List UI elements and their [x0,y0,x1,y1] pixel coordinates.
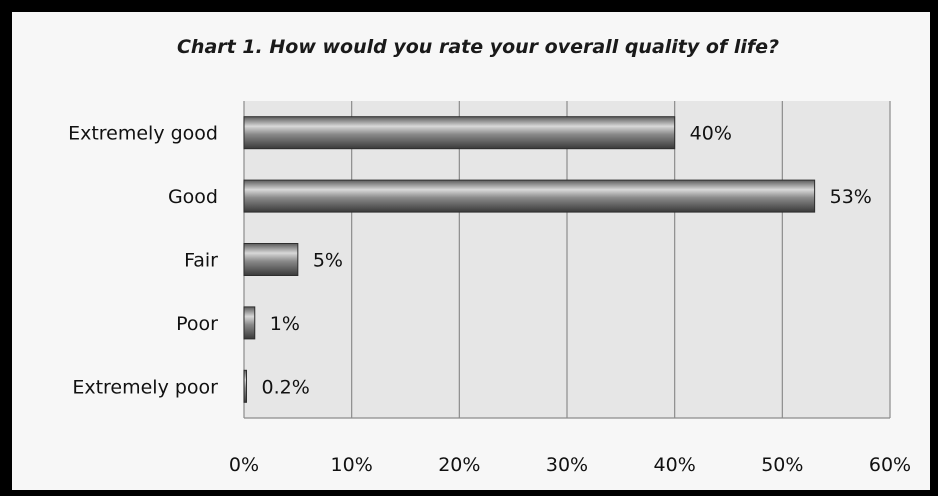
category-label: Extremely good [68,123,218,145]
data-label: 0.2% [262,376,310,398]
chart-title: Chart 1. How would you rate your overall… [177,36,779,58]
bar [243,369,247,403]
x-tick-label: 60% [869,454,911,476]
category-label: Good [168,186,218,208]
category-label: Poor [176,313,218,335]
bar [243,243,299,276]
x-tick-label: 40% [654,454,696,476]
bar [243,179,816,213]
data-label: 1% [270,313,300,335]
x-tick-label: 0% [229,454,259,476]
x-tick-label: 20% [438,454,480,476]
data-label: 53% [830,186,872,208]
x-tick-label: 30% [546,454,588,476]
data-label: 40% [690,123,732,145]
data-label: 5% [313,250,343,272]
x-tick-label: 10% [331,454,373,476]
category-label: Fair [184,250,218,272]
bar [243,306,256,340]
bar [243,116,676,150]
category-label: Extremely poor [72,376,218,398]
x-tick-label: 50% [761,454,803,476]
